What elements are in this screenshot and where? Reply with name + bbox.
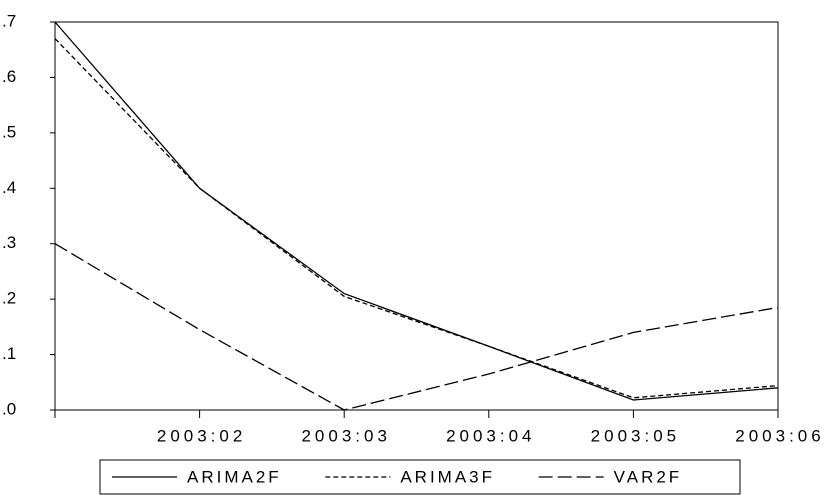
x-tick-label: 2003:03 — [301, 426, 390, 445]
x-tick-label: 2003:04 — [446, 426, 535, 445]
legend-label: VAR2F — [614, 467, 683, 486]
y-tick-label: .2 — [2, 289, 16, 308]
y-tick-label: .7 — [2, 11, 16, 30]
y-tick-label: .0 — [2, 399, 16, 418]
y-tick-label: .4 — [2, 178, 16, 197]
x-tick-label: 2003:02 — [157, 426, 246, 445]
y-tick-label: .3 — [2, 233, 16, 252]
y-tick-label: .6 — [2, 67, 16, 86]
legend-label: ARIMA3F — [400, 467, 495, 486]
x-tick-label: 2003:05 — [591, 426, 680, 445]
legend-label: ARIMA2F — [187, 467, 282, 486]
series-line — [54, 38, 779, 399]
legend-box — [99, 459, 741, 495]
y-tick-label: .5 — [2, 122, 16, 141]
series-line — [54, 21, 779, 401]
plot-frame — [54, 21, 779, 411]
series-line — [54, 243, 779, 411]
x-tick-label: 2003:06 — [735, 426, 824, 445]
y-tick-label: .1 — [2, 344, 16, 363]
